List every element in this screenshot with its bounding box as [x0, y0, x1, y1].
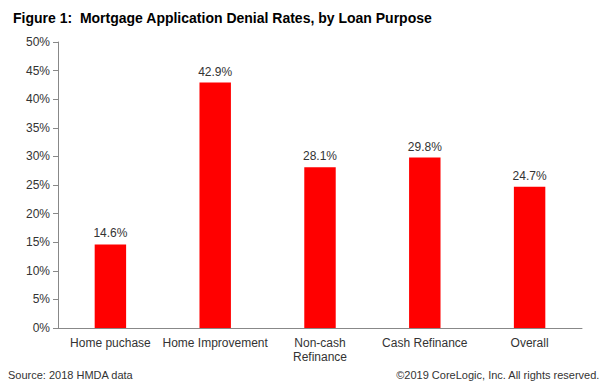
svg-text:Home Improvement: Home Improvement — [163, 336, 269, 350]
svg-text:Overall: Overall — [511, 336, 549, 350]
svg-text:40%: 40% — [26, 92, 50, 106]
svg-text:30%: 30% — [26, 149, 50, 163]
svg-text:Source: 2018 HMDA data: Source: 2018 HMDA data — [8, 369, 134, 381]
svg-text:Figure 1: Mortgage Applicatio: Figure 1: Mortgage Application Denial Ra… — [13, 10, 432, 26]
svg-text:50%: 50% — [26, 35, 50, 49]
svg-text:Refinance: Refinance — [293, 350, 347, 364]
svg-text:24.7%: 24.7% — [513, 169, 547, 183]
svg-text:Cash Refinance: Cash Refinance — [382, 336, 468, 350]
svg-text:14.6%: 14.6% — [93, 226, 127, 240]
svg-text:10%: 10% — [26, 264, 50, 278]
svg-text:42.9%: 42.9% — [198, 65, 232, 79]
svg-text:35%: 35% — [26, 121, 50, 135]
svg-text:Home puchase: Home puchase — [70, 336, 151, 350]
svg-text:Non-cash: Non-cash — [294, 336, 345, 350]
svg-text:©2019 CoreLogic, Inc. All righ: ©2019 CoreLogic, Inc. All rights reserve… — [396, 369, 599, 381]
svg-text:25%: 25% — [26, 178, 50, 192]
svg-text:29.8%: 29.8% — [408, 140, 442, 154]
svg-text:20%: 20% — [26, 207, 50, 221]
svg-text:0%: 0% — [33, 321, 51, 335]
svg-text:15%: 15% — [26, 235, 50, 249]
svg-text:28.1%: 28.1% — [303, 149, 337, 163]
svg-text:5%: 5% — [33, 292, 51, 306]
svg-text:45%: 45% — [26, 64, 50, 78]
